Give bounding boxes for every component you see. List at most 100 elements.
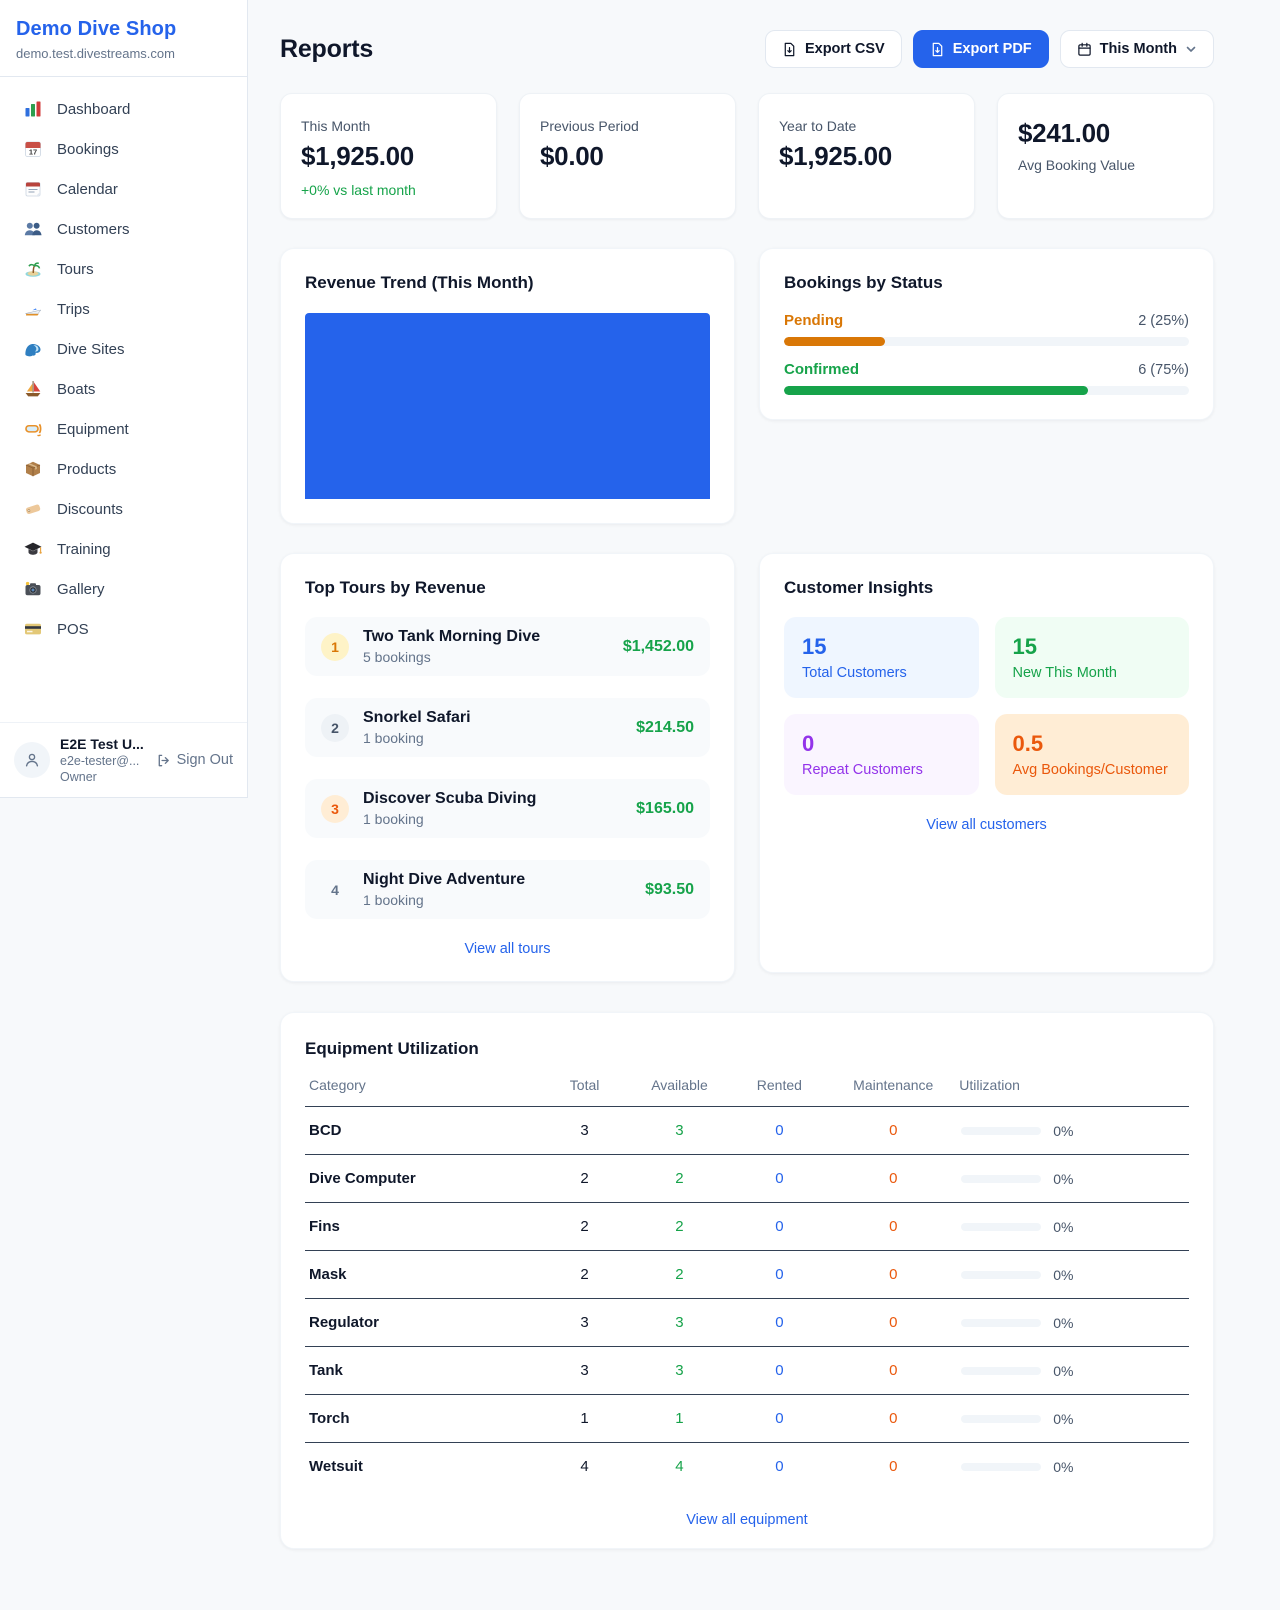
bookings-by-status-title: Bookings by Status [784, 273, 943, 292]
utilization-percent: 0% [1053, 1410, 1074, 1427]
progress-track [784, 337, 1189, 346]
cell-total: 3 [539, 1346, 630, 1395]
sidebar-item-training[interactable]: Training [8, 529, 239, 569]
sidebar-item-gallery[interactable]: Gallery [8, 569, 239, 609]
shop-logo-block: Demo Dive Shop demo.test.divestreams.com [0, 0, 247, 77]
speedboat-icon [22, 299, 44, 319]
person-icon [25, 753, 39, 767]
stats-row: This Month $1,925.00 +0% vs last month P… [280, 93, 1214, 219]
tour-item[interactable]: 2 Snorkel Safari 1 booking $214.50 [305, 698, 710, 757]
sign-out-button[interactable]: Sign Out [156, 752, 233, 768]
sidebar-item-label: Training [57, 540, 111, 558]
view-all-equipment-link[interactable]: View all equipment [686, 1512, 808, 1528]
sidebar-item-label: Boats [57, 380, 96, 398]
tour-bookings: 1 booking [363, 892, 424, 908]
sidebar-item-bookings[interactable]: 17 Bookings [8, 129, 239, 169]
period-dropdown[interactable]: This Month [1059, 30, 1214, 68]
label-tag-icon [22, 499, 44, 519]
view-all-customers-link[interactable]: View all customers [926, 817, 1047, 833]
cell-category: Mask [305, 1250, 540, 1299]
cell-category: Fins [305, 1202, 540, 1251]
insight-value: 15 [802, 634, 827, 659]
table-row: Wetsuit 4 4 0 0 0% [305, 1443, 1189, 1491]
progress-fill [784, 386, 1088, 395]
sidebar-item-discounts[interactable]: Discounts [8, 489, 239, 529]
bar-chart-icon [22, 99, 44, 119]
cell-category: Wetsuit [309, 1458, 363, 1475]
sidebar-item-tours[interactable]: Tours [8, 249, 239, 289]
equipment-table: Category Total Available Rented Maintena… [305, 1077, 1189, 1490]
user-role: Owner [60, 770, 97, 784]
cell-total: 2 [539, 1250, 630, 1299]
sidebar-item-equipment[interactable]: Equipment [8, 409, 239, 449]
tour-item[interactable]: 3 Discover Scuba Diving 1 booking $165.0… [305, 779, 710, 838]
diving-mask-icon [22, 419, 44, 439]
sidebar-item-dive-sites[interactable]: Dive Sites [8, 329, 239, 369]
sidebar-nav: Dashboard 17 Bookings Calendar Customers… [0, 77, 247, 722]
insight-label: Total Customers [802, 665, 907, 681]
status-row-confirmed: Confirmed 6 (75%) [784, 361, 1189, 395]
sidebar-item-pos[interactable]: POS [8, 609, 239, 649]
tear-off-calendar-icon [22, 179, 44, 199]
tour-name: Snorkel Safari [363, 709, 471, 726]
cell-category: Torch [305, 1394, 540, 1443]
table-row: Regulator 3 3 0 0 0% [305, 1298, 1189, 1347]
avatar [14, 742, 50, 778]
table-row: Tank 3 3 0 0 0% [305, 1346, 1189, 1395]
tour-item[interactable]: 4 Night Dive Adventure 1 booking $93.50 [305, 860, 710, 919]
equipment-table-header: Category Total Available Rented Maintena… [305, 1077, 1189, 1107]
cell-maintenance: 0 [829, 1346, 958, 1395]
top-tours-card: Top Tours by Revenue 1 Two Tank Morning … [280, 553, 735, 982]
utilization-bar [961, 1126, 1042, 1135]
tour-amount: $1,452.00 [622, 637, 694, 655]
stat-label: Year to Date [779, 118, 857, 134]
rank-badge: 1 [321, 632, 349, 661]
main-content: Reports Export CSV Export PDF This Month… [248, 0, 1280, 1549]
utilization-bar [961, 1462, 1042, 1471]
user-email: e2e-tester@... [60, 754, 140, 768]
sidebar-item-products[interactable]: Products [8, 449, 239, 489]
island-icon [22, 259, 44, 279]
tour-bookings: 1 booking [363, 730, 424, 746]
cell-available: 2 [629, 1250, 730, 1299]
cell-maintenance: 0 [829, 1154, 958, 1203]
insights-row: Top Tours by Revenue 1 Two Tank Morning … [280, 553, 1214, 982]
sidebar-item-label: Bookings [57, 140, 119, 158]
export-csv-label: Export CSV [804, 41, 885, 57]
cell-category: BCD [305, 1106, 540, 1155]
sidebar-item-calendar[interactable]: Calendar [8, 169, 239, 209]
tour-name: Night Dive Adventure [363, 871, 526, 888]
cell-category: Dive Computer [305, 1154, 540, 1203]
cell-rented: 0 [729, 1106, 830, 1155]
sidebar-item-boats[interactable]: Boats [8, 369, 239, 409]
cell-available: 3 [629, 1298, 730, 1347]
progress-track [784, 386, 1189, 395]
insight-tile-repeat-customers: 0 Repeat Customers [784, 714, 979, 795]
export-csv-button[interactable]: Export CSV [764, 30, 902, 68]
cell-total: 2 [539, 1154, 630, 1203]
equipment-utilization-card: Equipment Utilization Category Total Ava… [280, 1012, 1214, 1549]
cell-category: Regulator [305, 1298, 540, 1347]
view-all-tours-link[interactable]: View all tours [464, 941, 551, 957]
sidebar-item-label: POS [57, 620, 89, 638]
tour-item[interactable]: 1 Two Tank Morning Dive 5 bookings $1,45… [305, 617, 710, 676]
insight-label: New This Month [1012, 665, 1118, 681]
cell-maintenance: 0 [829, 1106, 958, 1155]
shop-domain: demo.test.divestreams.com [16, 46, 175, 61]
sidebar-item-trips[interactable]: Trips [8, 289, 239, 329]
revenue-trend-card: Revenue Trend (This Month) [280, 248, 735, 524]
people-icon [22, 219, 44, 239]
status-value: 6 (75%) [1138, 362, 1189, 378]
insight-tile-total-customers: 15 Total Customers [784, 617, 979, 698]
export-pdf-button[interactable]: Export PDF [912, 30, 1049, 68]
utilization-bar [961, 1222, 1042, 1231]
progress-fill [784, 337, 886, 346]
sidebar-item-dashboard[interactable]: Dashboard [8, 89, 239, 129]
cell-rented: 0 [729, 1202, 830, 1251]
tour-amount: $214.50 [636, 718, 694, 736]
stat-value: $241.00 [1018, 118, 1110, 148]
sidebar-item-customers[interactable]: Customers [8, 209, 239, 249]
cell-maintenance: 0 [829, 1394, 958, 1443]
stat-card-year-to-date: Year to Date $1,925.00 [758, 93, 975, 219]
cell-total: 4 [580, 1458, 589, 1475]
